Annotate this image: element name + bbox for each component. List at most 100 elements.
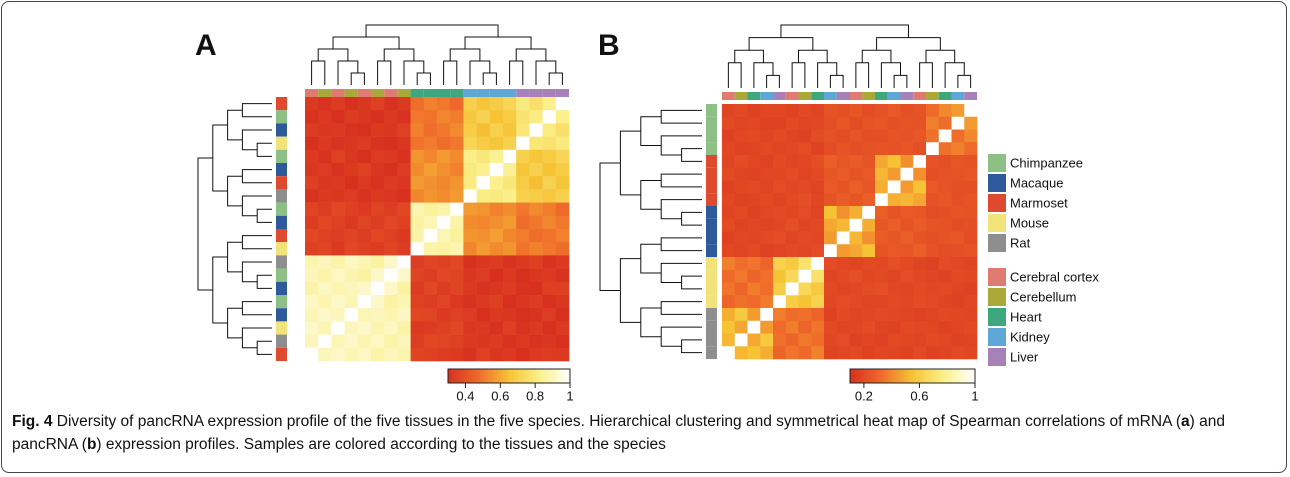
colorbar-step [972, 369, 976, 383]
heatmap-cell [516, 149, 530, 164]
dendrogram [893, 74, 908, 88]
heatmap-cell [397, 149, 411, 164]
heatmap-cell [476, 202, 491, 217]
heatmap-cell [900, 155, 914, 169]
heatmap-cell [318, 189, 332, 203]
heatmap-cell [344, 149, 359, 164]
heatmap-cell [305, 110, 319, 124]
heatmap-cell [824, 193, 838, 207]
heatmap-cell [836, 193, 850, 207]
heatmap-cell [555, 295, 570, 309]
heatmap-cell [887, 116, 901, 130]
species-bar [276, 202, 287, 216]
heatmap-cell [938, 231, 952, 245]
species-bar [706, 167, 717, 181]
heatmap-cell [811, 206, 825, 220]
colorbar-step [906, 369, 909, 383]
heatmap-cell [437, 268, 451, 283]
heatmap-cell [760, 282, 774, 296]
heatmap-cell [887, 282, 901, 296]
colorbar-step [858, 369, 861, 383]
heatmap-cell [773, 180, 787, 194]
heatmap-cell [811, 180, 825, 194]
heatmap-cell [542, 97, 557, 111]
heatmap-cell [489, 308, 504, 322]
heatmap-cell [529, 242, 543, 256]
heatmap-cell [722, 180, 736, 194]
heatmap-cell [542, 255, 557, 269]
heatmap-cell [384, 176, 398, 190]
heatmap-cell [798, 320, 812, 334]
heatmap-cell [760, 269, 774, 283]
colorbar-step [908, 369, 911, 383]
heatmap-cell [529, 229, 543, 243]
heatmap-cell [722, 218, 736, 232]
heatmap-cell [529, 149, 543, 164]
heatmap-cell [938, 282, 952, 296]
dendrogram [227, 241, 243, 273]
colorbar-step [943, 369, 947, 383]
heatmap-cell [798, 167, 812, 181]
heatmap-cell [423, 97, 438, 111]
species-bar [706, 257, 717, 270]
heatmap-cell [900, 320, 914, 334]
heatmap-cell [384, 189, 398, 203]
heatmap-cell [734, 193, 748, 207]
heatmap-cell [318, 295, 332, 309]
heatmap-cell [450, 189, 464, 203]
dendrogram [619, 258, 641, 323]
heatmap-cell [371, 242, 385, 256]
heatmap-cell [773, 308, 787, 322]
heatmap-cell [760, 244, 774, 258]
heatmap-cell [437, 347, 451, 362]
dendrogram [449, 48, 481, 61]
dendrogram [256, 340, 272, 355]
heatmap-cell [836, 180, 850, 194]
heatmap-cell [760, 308, 774, 322]
colorbar-step [925, 369, 928, 383]
tissue-bar [450, 89, 464, 97]
heatmap-cell [529, 136, 543, 151]
heatmap-cell [331, 321, 345, 335]
heatmap-cell [938, 129, 952, 143]
heatmap-cell [747, 116, 761, 130]
heatmap-cell [734, 116, 748, 130]
heatmap-cell [836, 167, 850, 181]
heatmap-cell [529, 255, 543, 269]
heatmap-cell [529, 295, 543, 309]
caption-text: b [86, 436, 97, 453]
dendrogram [350, 72, 365, 85]
legend-label: Cerebral cortex [1010, 269, 1099, 284]
heatmap-cell [747, 269, 761, 283]
heatmap-cell [836, 295, 850, 309]
heatmap-cell [516, 308, 530, 322]
legend-label: Liver [1010, 349, 1039, 364]
heatmap-cell [555, 255, 570, 269]
heatmap-cell [926, 116, 940, 130]
heatmap-cell [503, 110, 517, 124]
heatmap-cell [824, 180, 838, 194]
heatmap-cell [747, 346, 761, 360]
heatmap-cell [722, 193, 736, 207]
heatmap-cell [437, 295, 451, 309]
heatmap-cell [555, 268, 570, 283]
colorbar-step [480, 369, 483, 383]
dendrogram [241, 301, 272, 316]
heatmap-cell [384, 347, 398, 362]
heatmap-cell [747, 167, 761, 181]
heatmap-cell [887, 167, 901, 181]
tissue-bar [951, 92, 965, 100]
heatmap-cell [410, 308, 425, 322]
colorbar-step [561, 369, 565, 383]
heatmap-cell [849, 155, 863, 169]
heatmap-cell [397, 163, 411, 177]
heatmap-cell [849, 295, 863, 309]
species-bar [706, 282, 717, 296]
heatmap-cell [785, 218, 799, 232]
heatmap-cell [516, 202, 530, 217]
colorbar-step [941, 369, 945, 383]
heatmap-cell [437, 215, 451, 230]
species-bar [706, 180, 717, 194]
heatmap-cell [836, 218, 850, 232]
